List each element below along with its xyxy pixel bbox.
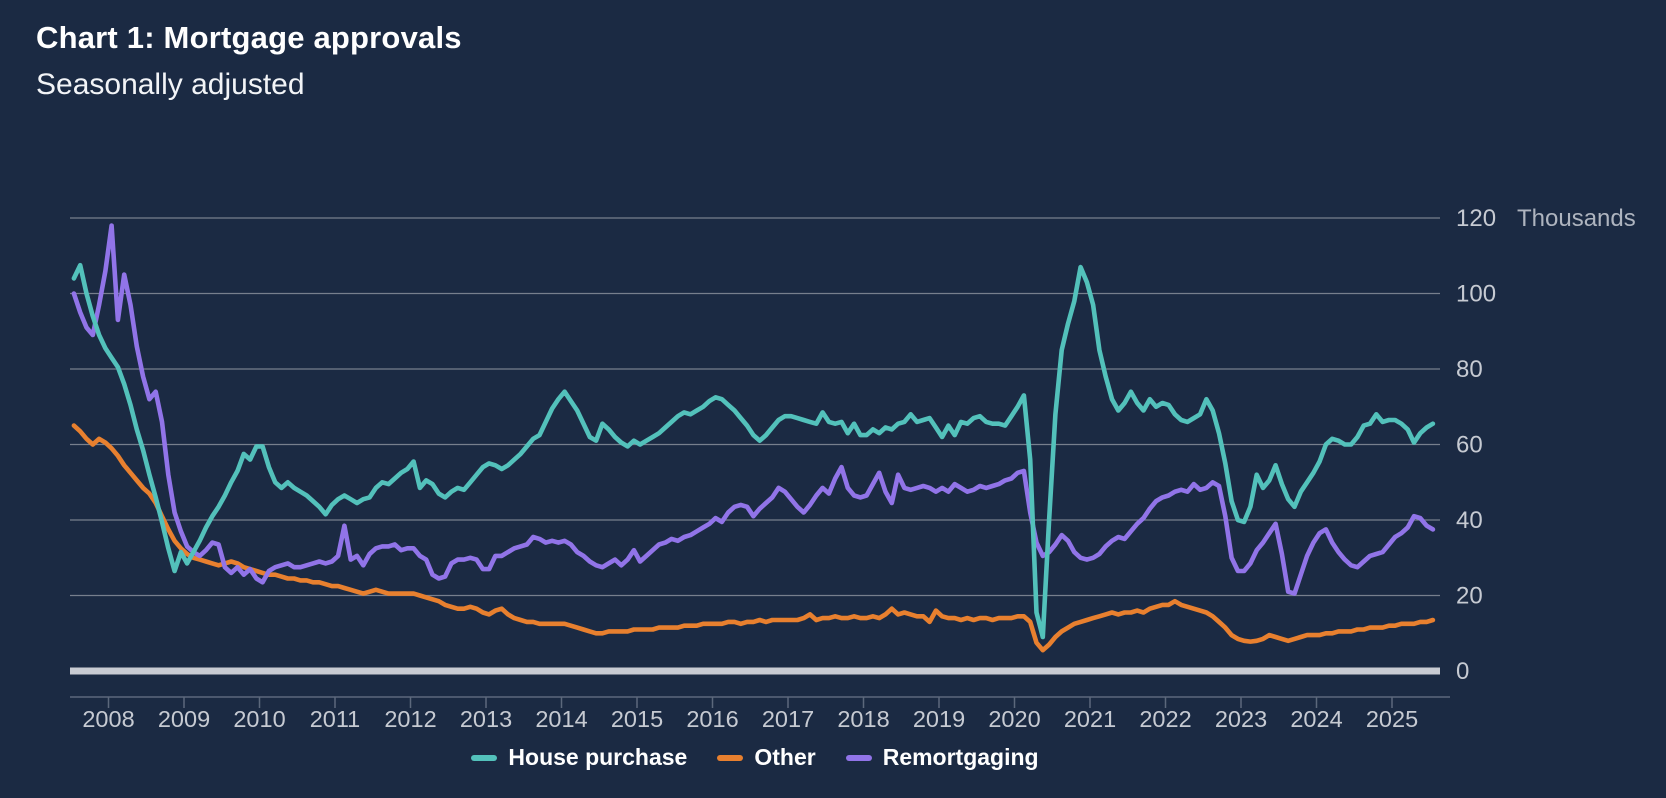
other-swatch-icon bbox=[717, 754, 744, 761]
x-axis-year-label: 2021 bbox=[1064, 706, 1116, 732]
y-axis-label: 60 bbox=[1456, 432, 1483, 459]
y-axis-label: 100 bbox=[1456, 281, 1496, 308]
x-axis-year-label: 2023 bbox=[1215, 706, 1267, 732]
house-purchase-swatch-icon bbox=[471, 754, 498, 761]
series-line-house-purchase bbox=[71, 262, 1436, 640]
x-axis-year-label: 2011 bbox=[310, 706, 361, 732]
x-axis-year-label: 2015 bbox=[611, 706, 663, 732]
y-axis-label: 120 bbox=[1456, 205, 1496, 232]
legend-label: Remortgaging bbox=[882, 744, 1039, 770]
legend-item-other: Other bbox=[717, 744, 816, 771]
x-axis-year-label: 2008 bbox=[82, 706, 134, 732]
y-axis-label: 40 bbox=[1456, 507, 1483, 534]
remortgaging-swatch-icon bbox=[845, 754, 872, 761]
y-axis-label: 0 bbox=[1456, 658, 1469, 685]
chart-legend: House purchase Other Remortgaging bbox=[70, 744, 1440, 771]
y-axis-unit-label: Thousands bbox=[1517, 205, 1636, 232]
x-axis-year-label: 2020 bbox=[988, 706, 1040, 732]
x-axis-year-label: 2012 bbox=[384, 706, 436, 732]
x-axis-year-label: 2016 bbox=[686, 706, 738, 732]
x-axis-year-label: 2022 bbox=[1139, 706, 1191, 732]
y-axis-label: 80 bbox=[1456, 356, 1483, 383]
x-axis-year-label: 2017 bbox=[762, 706, 814, 732]
legend-label: Other bbox=[754, 744, 816, 770]
x-axis-year-label: 2024 bbox=[1290, 706, 1342, 732]
x-axis-year-label: 2025 bbox=[1366, 706, 1418, 732]
x-axis-year-label: 2014 bbox=[535, 706, 587, 732]
series-line-remortgaging bbox=[71, 223, 1436, 596]
y-axis-label: 20 bbox=[1456, 583, 1483, 610]
legend-item-remortgaging: Remortgaging bbox=[845, 744, 1039, 771]
legend-item-house-purchase: House purchase bbox=[471, 744, 687, 771]
x-axis-year-label: 2019 bbox=[913, 706, 965, 732]
chart-subtitle: Seasonally adjusted bbox=[36, 68, 305, 101]
x-axis-year-label: 2013 bbox=[460, 706, 512, 732]
chart-title: Chart 1: Mortgage approvals bbox=[36, 20, 462, 55]
legend-label: House purchase bbox=[508, 744, 688, 770]
series-line-other bbox=[71, 423, 1436, 653]
x-axis-year-label: 2018 bbox=[837, 706, 889, 732]
x-axis-year-label: 2009 bbox=[158, 706, 210, 732]
x-axis-year-label: 2010 bbox=[233, 706, 285, 732]
